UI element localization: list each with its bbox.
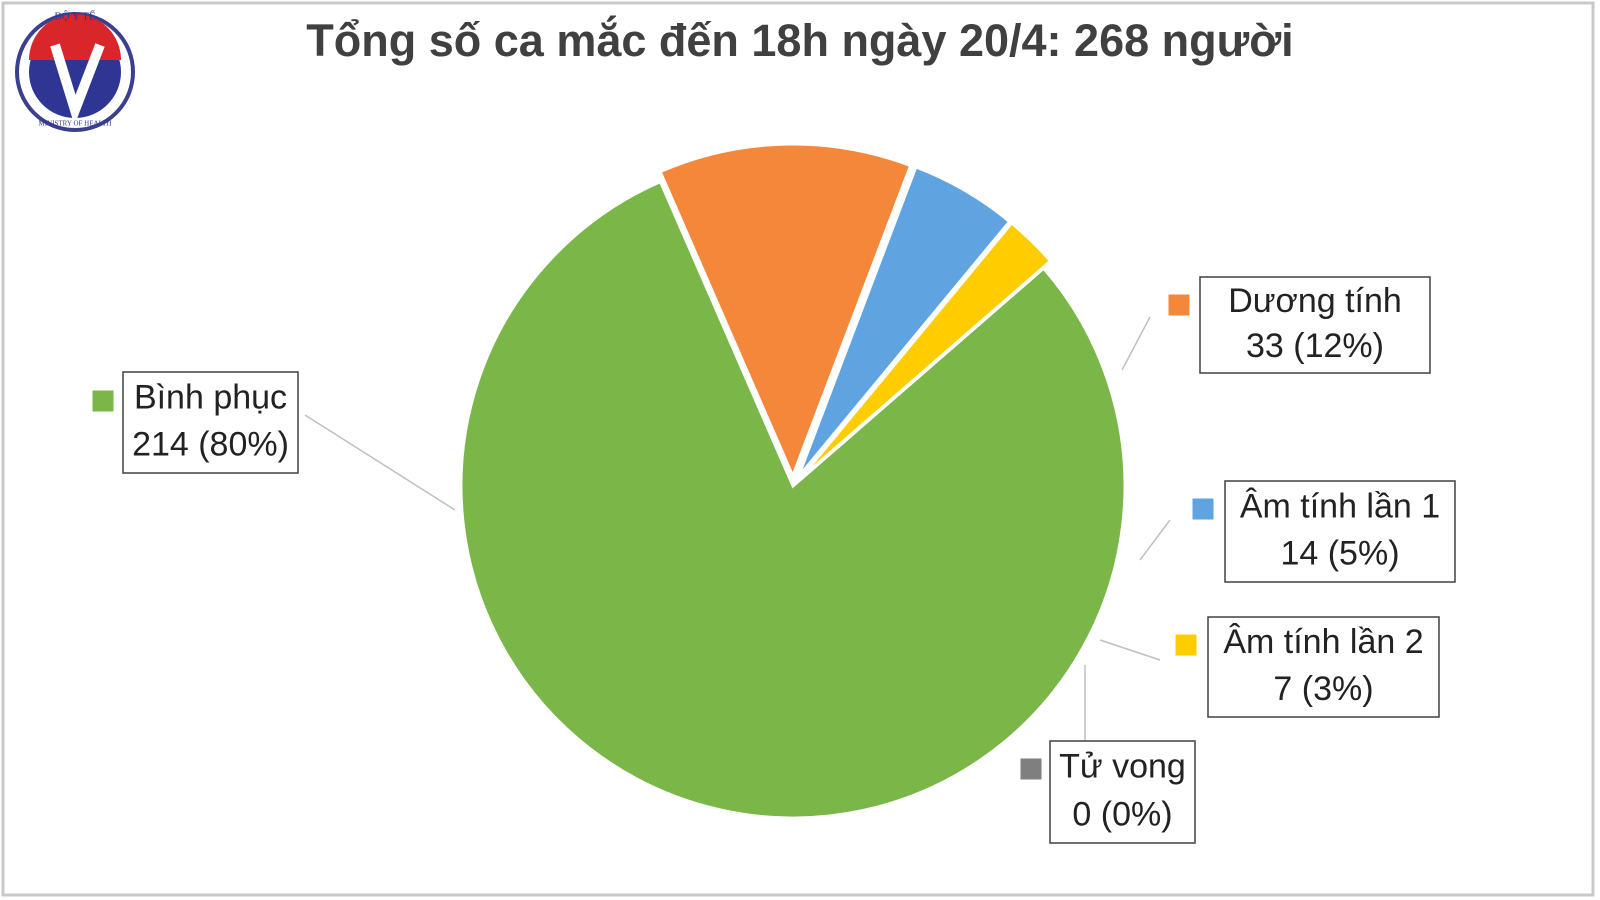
slice-name: Tử vong [1059, 748, 1186, 786]
slice-value-label: 214 (80%) [132, 426, 289, 464]
legend-swatch [1167, 293, 1191, 317]
pie-slice [796, 165, 1012, 479]
pie-slice [459, 179, 1127, 820]
leader-line [1139, 519, 1171, 561]
slice-value-label: 0 (0%) [1072, 795, 1172, 833]
pie-slice [658, 142, 913, 480]
slice-value-label: 14 (5%) [1280, 535, 1399, 573]
logo: BỘ Y TẾ MINISTRY OF HEALTH [15, 10, 135, 132]
slice-name: Âm tính lần 1 [1240, 487, 1440, 525]
pie-slice [799, 260, 1053, 481]
leader-line [304, 414, 456, 511]
legend-swatch [91, 389, 115, 413]
label-box [1049, 740, 1196, 844]
slice-value-label: 7 (3%) [1273, 670, 1373, 708]
slice-name: Âm tính lần 2 [1223, 623, 1423, 661]
leader-line [1099, 639, 1161, 661]
legend-swatch [1019, 757, 1043, 781]
logo-top: BỘ Y TẾ [54, 10, 95, 23]
slice-name: Dương tính [1228, 282, 1402, 320]
logo-bottom: MINISTRY OF HEALTH [39, 120, 112, 128]
chart-title: Tổng số ca mắc đến 18h ngày 20/4: 268 ng… [306, 15, 1293, 66]
slice-name: Bình phục [134, 378, 287, 416]
label-box [1199, 276, 1431, 374]
label-box [122, 371, 299, 474]
slice-value-label: 33 (12%) [1246, 327, 1384, 365]
leader-line [1121, 316, 1151, 371]
legend-swatch [1174, 633, 1198, 657]
label-box [1224, 480, 1456, 583]
label-box [1207, 616, 1440, 718]
legend-swatch [1191, 497, 1215, 521]
